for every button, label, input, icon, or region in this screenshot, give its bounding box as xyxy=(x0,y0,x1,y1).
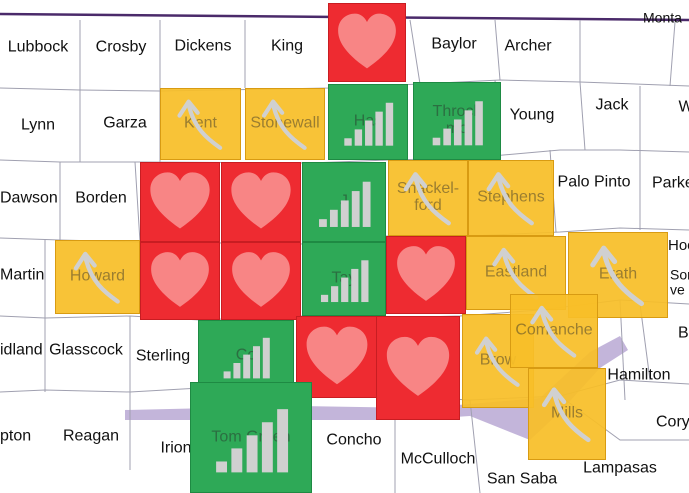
tile-mills[interactable]: Mills xyxy=(528,368,606,460)
county-label-palo-pinto: Palo Pinto xyxy=(557,173,631,191)
county-label-king: King xyxy=(270,37,304,55)
bar-chart-icon xyxy=(344,102,394,146)
bar-chart-icon xyxy=(320,260,369,303)
county-label-martin: Martin xyxy=(0,266,45,284)
county-label-garza: Garza xyxy=(103,114,147,132)
tile-label: Stephens xyxy=(477,188,545,206)
tile-haskell[interactable]: Has xyxy=(328,84,408,160)
county-label-reagan: Reagan xyxy=(62,427,120,445)
county-label-baylor: Baylor xyxy=(431,35,477,53)
heart-icon xyxy=(231,172,291,229)
tile-label: Comanche xyxy=(515,321,593,339)
curved-arrow-icon xyxy=(474,336,520,387)
county-label-wise: W xyxy=(678,98,689,116)
county-label-concho: Concho xyxy=(326,431,382,449)
heart-icon xyxy=(386,336,450,396)
county-label-san-saba: San Saba xyxy=(486,470,558,488)
county-label-parker: Parke xyxy=(652,174,689,192)
county-label-somervell: Som ve xyxy=(670,266,689,297)
bar-chart-icon xyxy=(319,181,371,227)
tile-kent[interactable]: Kent xyxy=(160,88,241,160)
tile-cottle[interactable] xyxy=(328,3,406,82)
heart-icon xyxy=(306,326,368,385)
tile-howard[interactable]: Howard xyxy=(55,240,140,314)
curved-arrow-icon xyxy=(590,245,645,307)
county-label-dawson: Dawson xyxy=(0,189,58,207)
curved-arrow-icon xyxy=(261,99,307,150)
tile-label: Stonewall xyxy=(250,114,320,132)
county-label-hamilton: Hamilton xyxy=(607,366,671,384)
tile-fisher[interactable] xyxy=(221,162,301,242)
bar-chart-icon xyxy=(223,337,270,379)
tile-shackelford[interactable]: Shackel- ford xyxy=(388,160,468,236)
tile-nolan[interactable] xyxy=(221,242,301,320)
curved-arrow-icon xyxy=(177,99,223,150)
curved-arrow-icon xyxy=(541,387,591,443)
county-label-hood: Hoo xyxy=(668,237,689,255)
county-label-borden: Borden xyxy=(75,189,127,207)
curved-arrow-icon xyxy=(530,305,577,358)
tile-coke[interactable]: Co xyxy=(198,320,294,392)
county-label-jack: Jack xyxy=(595,96,629,114)
county-label-montague: Monta xyxy=(643,9,682,26)
tile-label: Eastland xyxy=(484,263,548,281)
bar-chart-icon xyxy=(216,409,289,473)
heart-icon xyxy=(151,252,209,307)
county-label-midland: idland xyxy=(0,341,43,359)
county-label-coryell: Cory xyxy=(656,413,689,431)
county-label-crosby: Crosby xyxy=(95,38,147,56)
county-label-lynn: Lynn xyxy=(20,116,56,134)
county-label-archer: Archer xyxy=(504,37,552,55)
heart-icon xyxy=(232,252,290,307)
tile-stonewall[interactable]: Stonewall xyxy=(245,88,325,160)
county-label-glasscock: Glasscock xyxy=(49,341,123,359)
tile-scurry[interactable] xyxy=(140,162,220,242)
bar-chart-icon xyxy=(432,101,483,146)
heart-icon xyxy=(150,172,210,229)
county-label-lampasas: Lampasas xyxy=(583,459,657,477)
tile-jones[interactable]: J xyxy=(302,162,386,242)
tile-mitchell[interactable] xyxy=(140,242,220,320)
tile-coleman[interactable] xyxy=(376,316,460,420)
county-label-young: Young xyxy=(509,106,555,124)
county-label-dickens: Dickens xyxy=(174,37,232,55)
curved-arrow-icon xyxy=(73,251,120,304)
heart-icon xyxy=(338,13,396,69)
tile-taylor[interactable]: Tay xyxy=(302,242,386,316)
tile-tom-green[interactable]: Tom Green xyxy=(190,382,312,493)
county-label-lubbock: Lubbock xyxy=(7,38,69,56)
tile-comanche[interactable]: Comanche xyxy=(510,294,598,368)
tile-stephens[interactable]: Stephens xyxy=(468,160,554,236)
curved-arrow-icon xyxy=(403,172,451,226)
county-label-irion: Irion xyxy=(160,439,192,457)
county-label-upton: pton xyxy=(0,427,32,445)
county-label-mcculloch: McCulloch xyxy=(400,450,476,468)
heart-icon xyxy=(397,246,455,301)
tile-label: Howard xyxy=(69,267,126,285)
tile-throckmorton[interactable]: Throck mo xyxy=(413,82,501,160)
tile-callahan[interactable] xyxy=(386,236,466,314)
curved-arrow-icon xyxy=(486,172,534,226)
county-label-sterling: Sterling xyxy=(135,347,191,365)
county-label-bosque: B xyxy=(678,324,689,342)
